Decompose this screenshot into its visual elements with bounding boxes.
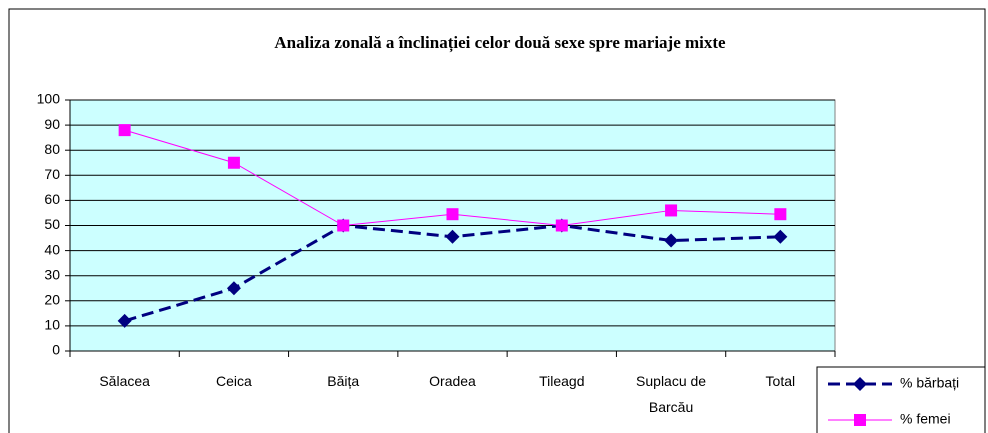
y-tick-label: 50 [44,216,60,232]
y-tick-label: 40 [44,241,60,257]
x-tick-label: Băița [327,373,360,389]
chart-title: Analiza zonală a înclinației celor două … [274,33,726,53]
x-tick-label: Sălacea [99,373,150,389]
x-tick-label: Total [765,373,796,389]
legend-label: % bărbați [900,375,959,391]
data-point [337,219,350,232]
legend-marker [854,414,866,426]
data-point [446,208,459,221]
y-tick-label: 10 [44,317,60,333]
y-tick-label: 100 [37,91,61,107]
y-tick-label: 30 [44,266,60,282]
data-point [117,313,132,328]
data-point [226,281,241,296]
y-tick-label: 70 [44,166,60,182]
x-tick-label: Ceica [216,373,252,389]
data-point [664,233,679,248]
x-tick-label: Oradea [429,373,476,389]
y-tick-label: 90 [44,116,60,132]
y-tick-label: 20 [44,292,60,308]
data-point [445,229,460,244]
legend-label: % femei [900,411,951,427]
data-point [774,208,787,221]
data-point [118,124,131,137]
data-point [773,229,788,244]
y-tick-label: 80 [44,141,60,157]
x-tick-label: Tileagd [539,373,585,389]
legend-marker [853,377,867,391]
data-point [555,219,568,232]
data-point [227,156,240,169]
legend-box [816,366,986,433]
x-tick-label: Suplacu de Barcău [636,373,707,415]
data-point [665,204,678,217]
y-tick-label: 0 [52,342,60,358]
y-tick-label: 60 [44,191,60,207]
